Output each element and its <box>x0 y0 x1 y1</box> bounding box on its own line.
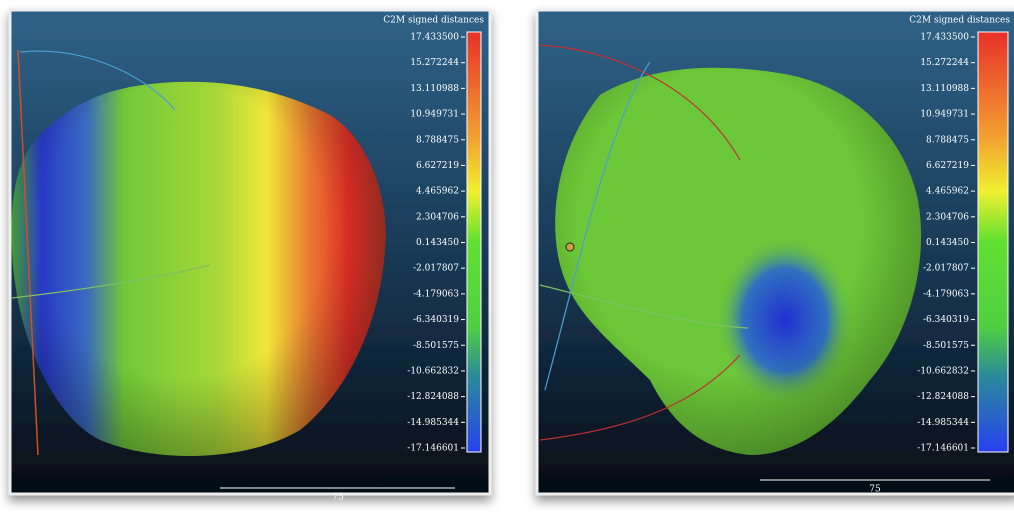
scale-label: -8.501575 <box>413 341 459 351</box>
scale-label: 17.433500 <box>920 33 969 43</box>
scale-label: 2.304706 <box>926 212 969 222</box>
color-scale <box>978 32 1008 452</box>
scale-label: -8.501575 <box>923 341 969 351</box>
scale-label: 0.143450 <box>926 238 969 248</box>
scale-label: 15.272244 <box>920 58 969 68</box>
scale-label: -17.146601 <box>917 444 969 454</box>
scale-label: -6.340319 <box>923 315 969 325</box>
scale-label: 13.110988 <box>410 84 459 94</box>
scale-label: -12.824088 <box>917 392 969 402</box>
scale-label: 8.788475 <box>416 135 459 145</box>
scale-label: 13.110988 <box>920 84 969 94</box>
pivot <box>566 243 574 251</box>
scale-label: -17.146601 <box>407 444 459 454</box>
scale-bar-label: 75 <box>332 493 344 503</box>
screenshot: C2M signed distances 17.433500 15.272244 13… <box>0 0 1014 518</box>
scale-label: 6.627219 <box>416 161 459 171</box>
scale-label: 10.949731 <box>410 110 459 120</box>
scale-title: C2M signed distances <box>909 16 1010 26</box>
color-scale <box>467 32 481 452</box>
scale-label: 2.304706 <box>416 212 459 222</box>
scale-label: -14.985344 <box>407 418 459 428</box>
scale-label: 4.465962 <box>416 187 459 197</box>
scale-label: -10.662832 <box>407 366 459 376</box>
scale-label: -2.017807 <box>923 264 969 274</box>
scale-label: -2.017807 <box>413 264 459 274</box>
scale-label: -10.662832 <box>917 366 969 376</box>
scale-label: 6.627219 <box>926 161 969 171</box>
scale-label: 10.949731 <box>920 110 969 120</box>
scale-label: 8.788475 <box>926 135 969 145</box>
scale-label: -4.179063 <box>923 289 969 299</box>
scale-label: -12.824088 <box>407 392 459 402</box>
scale-label: -14.985344 <box>917 418 969 428</box>
scale-label: -6.340319 <box>413 315 459 325</box>
scale-bar-label: 75 <box>869 485 881 495</box>
mesh-shading <box>12 82 386 456</box>
scale-label: 15.272244 <box>410 58 459 68</box>
scale-label: 0.143450 <box>416 238 459 248</box>
scale-label: 17.433500 <box>410 33 459 43</box>
scale-title: C2M signed distances <box>383 16 484 26</box>
scale-label: -4.179063 <box>413 289 459 299</box>
scale-label: 4.465962 <box>926 187 969 197</box>
